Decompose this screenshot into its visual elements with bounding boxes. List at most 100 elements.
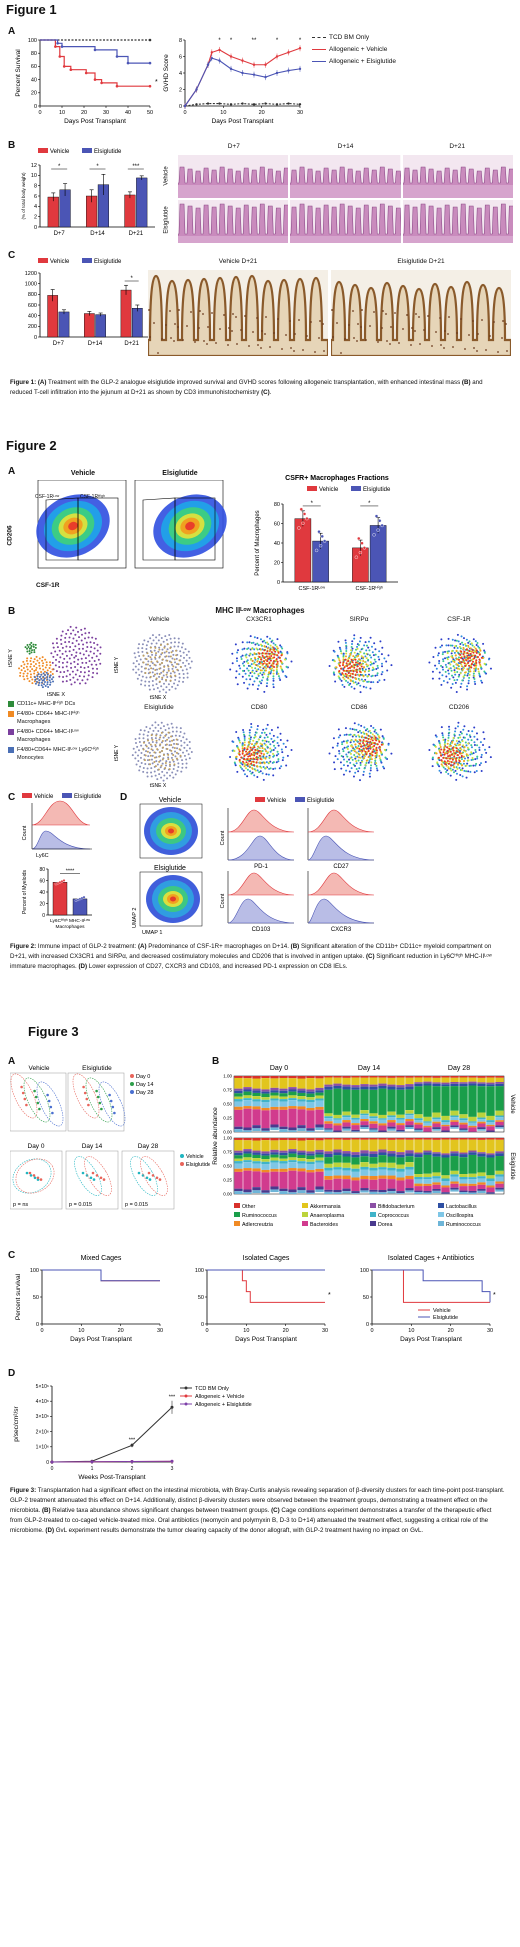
pcoa-point xyxy=(36,1101,40,1105)
tsne-point xyxy=(476,757,479,760)
pcoa-ellipse xyxy=(85,1077,113,1123)
tsne-point xyxy=(245,656,248,659)
tsne-point xyxy=(351,728,354,731)
tsne-point xyxy=(271,667,274,670)
tsne-point xyxy=(357,653,360,656)
tsne-point xyxy=(142,661,145,664)
taxa-segment xyxy=(324,1076,333,1078)
tsne-point xyxy=(459,653,462,656)
tsne-point xyxy=(181,759,184,762)
tsne-point xyxy=(478,749,481,752)
tsne-point xyxy=(434,646,437,649)
taxa-segment xyxy=(324,1118,333,1122)
taxa-segment xyxy=(270,1149,279,1153)
taxa-segment xyxy=(450,1153,459,1157)
taxa-segment xyxy=(486,1130,495,1132)
tsne-point xyxy=(440,726,443,729)
tsne-point xyxy=(161,676,164,679)
taxa-segment xyxy=(468,1125,477,1128)
tsne-point xyxy=(246,758,249,761)
tsne-point xyxy=(160,671,163,674)
tsne-point xyxy=(234,676,237,679)
taxa-segment xyxy=(378,1123,387,1126)
tsne-point xyxy=(145,725,148,728)
taxa-segment xyxy=(477,1129,486,1131)
tsne-point xyxy=(372,748,375,751)
tsne-point xyxy=(168,763,171,766)
tsne-point xyxy=(376,743,379,746)
tsne-point xyxy=(465,648,468,651)
tsne-point xyxy=(471,756,474,759)
taxa-segment xyxy=(405,1115,414,1120)
fig2-panel-d-letter: D xyxy=(120,792,128,803)
taxa-segment xyxy=(279,1090,288,1094)
tsne-point xyxy=(277,744,280,747)
taxa-segment xyxy=(387,1138,396,1140)
tsne-point xyxy=(458,660,461,663)
taxa-segment xyxy=(396,1085,405,1088)
taxa-segment xyxy=(315,1152,324,1155)
tsne-point xyxy=(361,755,364,758)
tsne-point xyxy=(458,673,461,676)
tsne-point xyxy=(368,735,371,738)
tsne-point xyxy=(365,657,368,660)
tsne-point xyxy=(19,674,22,677)
tsne-point xyxy=(262,662,265,665)
taxa-segment xyxy=(252,1088,261,1091)
tsne-point xyxy=(249,658,252,661)
tsne-point xyxy=(180,739,183,742)
tsne-point xyxy=(256,637,259,640)
tsne-point xyxy=(462,762,465,765)
x-tick-label: 0 xyxy=(370,1328,373,1334)
tsne-point xyxy=(338,752,341,755)
tsne-point xyxy=(447,762,450,765)
tsne-point xyxy=(371,651,374,654)
tsne-point xyxy=(41,686,44,689)
tsne-point xyxy=(249,635,252,638)
tsne-point xyxy=(82,653,85,656)
tsne-point xyxy=(188,656,191,659)
y-tick-label: 800 xyxy=(28,292,37,298)
tsne-point xyxy=(269,648,272,651)
tsne-point xyxy=(277,672,280,675)
tsne-point xyxy=(336,758,339,761)
tsne-point xyxy=(36,677,39,680)
tsne-point xyxy=(272,734,275,737)
taxa-segment xyxy=(405,1190,414,1193)
x-tick-label: 0 xyxy=(38,110,41,116)
tsne-point xyxy=(29,665,32,668)
taxa-segment xyxy=(288,1106,297,1109)
survival-point xyxy=(148,38,152,42)
taxa-segment xyxy=(423,1081,432,1084)
tsne-point xyxy=(263,673,266,676)
tsne-point xyxy=(83,666,86,669)
tsne-point xyxy=(252,641,255,644)
tsne-point xyxy=(372,662,375,665)
tsne-point xyxy=(443,760,446,763)
tsne-point xyxy=(266,745,269,748)
tsne-point xyxy=(282,742,285,745)
tsne-point xyxy=(258,662,261,665)
y-tick-label: 0.00 xyxy=(223,1130,232,1135)
tsne-point xyxy=(260,752,263,755)
taxa-segment xyxy=(405,1150,414,1154)
tsne-point xyxy=(345,644,348,647)
tsne-point xyxy=(155,636,158,639)
tsne-point xyxy=(188,740,191,743)
tsne-point xyxy=(256,728,259,731)
tsne-point xyxy=(476,755,479,758)
taxa-segment xyxy=(450,1076,459,1078)
taxa-segment xyxy=(423,1177,432,1180)
tsne-point xyxy=(257,745,260,748)
x-tick-label: 50 xyxy=(147,110,153,116)
tsne-point xyxy=(463,725,466,728)
tsne-point xyxy=(256,758,259,761)
y-axis-label: GVHD Score xyxy=(163,54,170,92)
tsne-point xyxy=(92,652,95,655)
taxa-segment xyxy=(333,1130,342,1132)
tsne-point xyxy=(359,651,362,654)
tsne-point xyxy=(351,640,354,643)
tsne-point xyxy=(363,670,366,673)
tsne-point xyxy=(362,659,365,662)
tsne-point xyxy=(177,663,180,666)
